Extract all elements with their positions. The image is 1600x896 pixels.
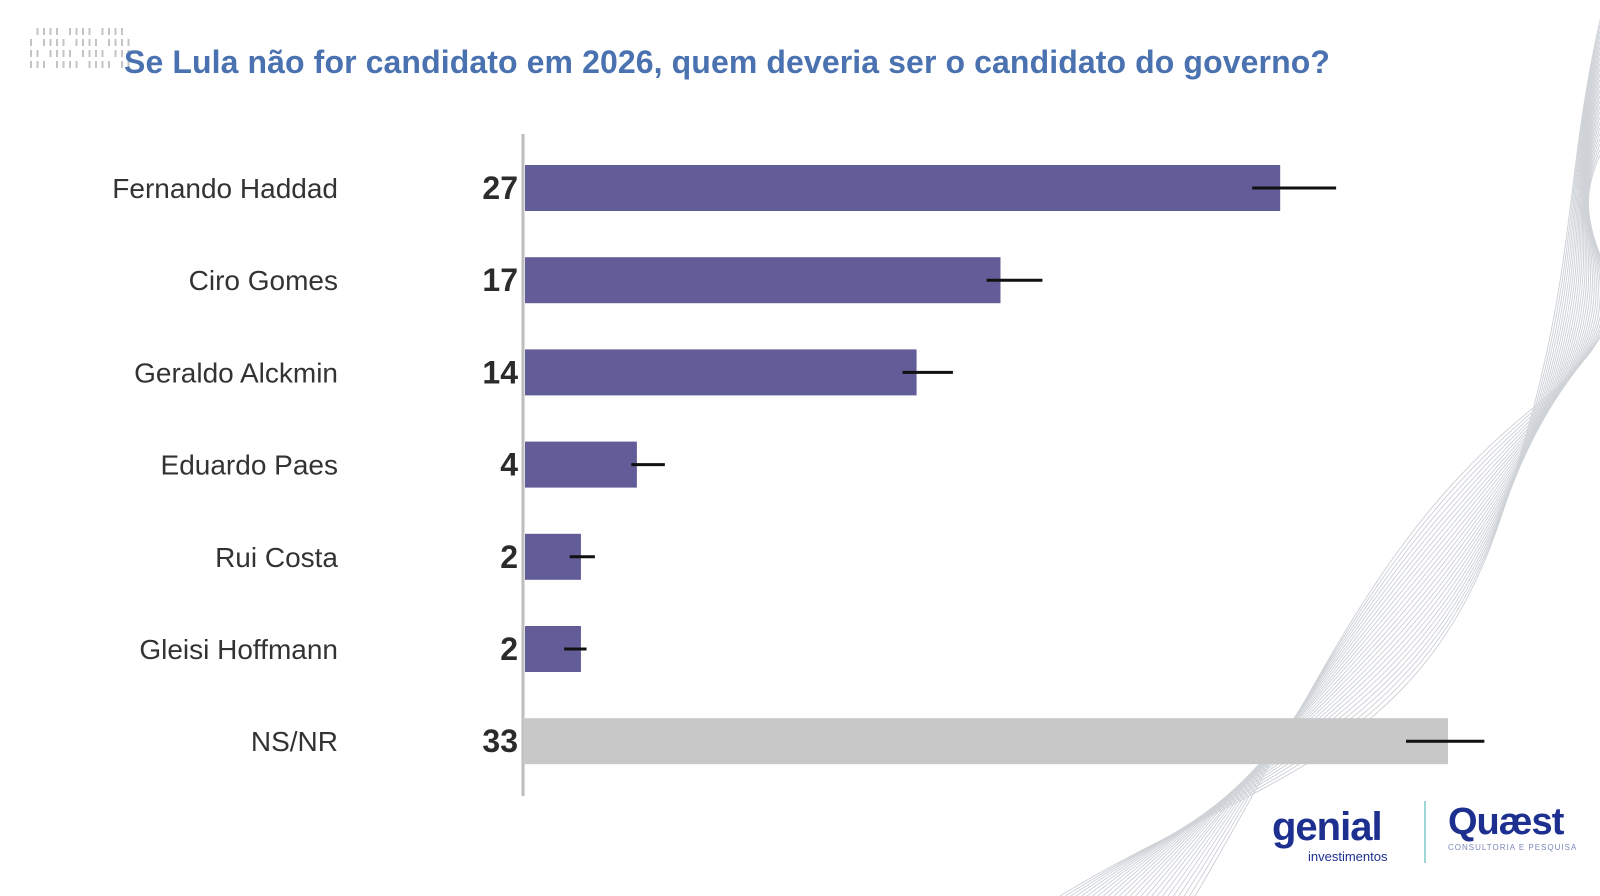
genial-logo: genial	[1272, 805, 1383, 849]
category-label: Geraldo Alckmin	[134, 357, 338, 388]
dot-mark	[82, 28, 84, 35]
wave-line	[1075, 36, 1600, 896]
dot-mark	[56, 28, 58, 35]
dot-mark	[82, 39, 84, 46]
dot-mark	[121, 39, 123, 46]
dot-mark	[56, 50, 58, 57]
dot-mark	[95, 39, 97, 46]
dot-mark	[127, 50, 130, 57]
dot-mark	[36, 50, 39, 57]
dot-mark	[56, 39, 58, 46]
category-label: Eduardo Paes	[161, 450, 338, 481]
category-label: Ciro Gomes	[189, 265, 338, 296]
dot-mark	[75, 61, 78, 68]
dot-mark	[36, 28, 39, 35]
genial-logo-subtitle: investimentos	[1308, 849, 1388, 864]
bar	[525, 441, 637, 488]
wave-line	[1065, 25, 1600, 896]
dot-mark	[114, 50, 117, 57]
dot-mark	[43, 61, 45, 68]
dot-mark	[101, 50, 104, 57]
dot-mark	[121, 28, 123, 35]
bar	[525, 257, 1001, 304]
quaest-logo-subtitle: CONSULTORIA E PESQUISA	[1448, 843, 1578, 852]
dots-pattern-icon	[30, 28, 130, 68]
category-label: Rui Costa	[215, 542, 338, 573]
logo-divider	[1424, 801, 1426, 863]
bar	[525, 349, 917, 396]
chart-title: Se Lula não for candidato em 2026, quem …	[124, 44, 1331, 80]
dot-mark	[43, 39, 45, 46]
dot-mark	[49, 50, 52, 57]
dot-mark	[88, 61, 91, 68]
value-label: 4	[500, 447, 518, 483]
dot-mark	[127, 61, 130, 68]
dot-mark	[108, 28, 110, 35]
dot-mark	[101, 28, 104, 35]
dot-mark	[43, 28, 45, 35]
value-label: 27	[482, 170, 518, 206]
value-label: 17	[482, 262, 518, 298]
wave-line	[1070, 30, 1600, 896]
category-label: NS/NR	[251, 726, 338, 757]
dot-mark	[62, 50, 65, 57]
dot-mark	[95, 50, 97, 57]
dot-mark	[75, 28, 78, 35]
dot-mark	[69, 61, 71, 68]
dot-mark	[88, 28, 91, 35]
dot-mark	[56, 61, 58, 68]
dot-mark	[88, 39, 91, 46]
dot-mark	[69, 50, 71, 57]
dot-mark	[30, 39, 32, 46]
category-label: Fernando Haddad	[112, 173, 338, 204]
dot-mark	[127, 39, 130, 46]
dot-mark	[30, 61, 32, 68]
logos-footer: genial investimentos Quæst CONSULTORIA E…	[1272, 801, 1582, 875]
bar	[525, 165, 1281, 211]
dot-mark	[121, 50, 123, 57]
dot-mark	[30, 50, 32, 57]
dot-mark	[101, 61, 104, 68]
quaest-logo: Quæst	[1448, 801, 1564, 843]
dot-mark	[75, 39, 78, 46]
value-label: 14	[482, 354, 518, 390]
bar	[523, 718, 1448, 765]
dot-mark	[49, 28, 52, 35]
value-label: 33	[482, 723, 518, 759]
dot-mark	[121, 61, 123, 68]
dot-mark	[95, 61, 97, 68]
dot-mark	[69, 28, 71, 35]
dot-mark	[62, 39, 65, 46]
dot-mark	[88, 50, 91, 57]
dot-mark	[82, 50, 84, 57]
dot-mark	[114, 39, 117, 46]
dot-mark	[49, 39, 52, 46]
value-label: 2	[500, 631, 518, 667]
dot-mark	[108, 61, 110, 68]
dot-mark	[108, 39, 110, 46]
category-label: Gleisi Hoffmann	[139, 634, 338, 665]
value-label: 2	[500, 539, 518, 575]
dot-mark	[62, 61, 65, 68]
dot-mark	[36, 61, 39, 68]
dot-mark	[114, 28, 117, 35]
